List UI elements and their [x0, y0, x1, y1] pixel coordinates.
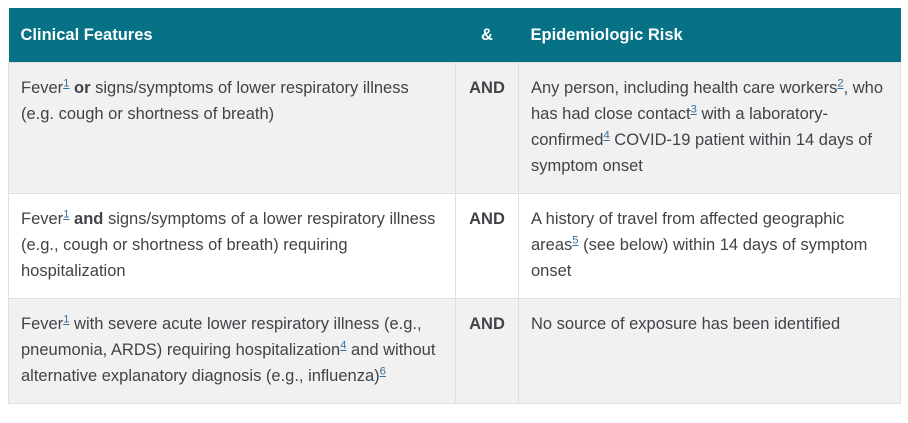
text-run: No source of exposure has been identifie… [531, 315, 841, 333]
text-run: , who has had close contact [531, 79, 884, 123]
page: Clinical Features & Epidemiologic Risk F… [8, 8, 901, 404]
col-header-ampersand: & [455, 8, 519, 63]
footnote-link-4[interactable]: 4 [603, 129, 610, 142]
footnote-superscript: 2 [837, 78, 843, 90]
footnote-link-3[interactable]: 3 [690, 103, 697, 116]
text-run: with a laboratory-confirmed [531, 105, 828, 149]
text-run: Fever [21, 315, 64, 333]
emphasized-text: or [74, 79, 91, 97]
footnote-link-1[interactable]: 1 [63, 208, 70, 221]
emphasized-text: and [74, 210, 104, 228]
clinical-features-cell: Fever1 and signs/symptoms of a lower res… [8, 193, 456, 299]
epidemiologic-risk-cell: Any person, including health care worker… [518, 62, 901, 194]
footnote-link-6[interactable]: 6 [379, 365, 386, 378]
footnote-link-4[interactable]: 4 [340, 339, 347, 352]
table-row: Fever1 with severe acute lower respirato… [8, 298, 901, 404]
text-run: with severe acute lower respiratory illn… [21, 315, 422, 359]
table-body: Fever1 or signs/symptoms of lower respir… [8, 62, 901, 404]
table-row: Fever1 or signs/symptoms of lower respir… [8, 62, 901, 194]
text-run: A history of travel from affected geogra… [531, 210, 845, 254]
footnote-link-2[interactable]: 2 [837, 77, 844, 90]
text-run: (see below) within 14 days of symptom on… [531, 236, 868, 280]
pui-criteria-table: Clinical Features & Epidemiologic Risk F… [8, 8, 901, 404]
clinical-features-cell: Fever1 with severe acute lower respirato… [8, 298, 456, 404]
text-run: and without alternative explanatory diag… [21, 341, 436, 385]
epidemiologic-risk-cell: No source of exposure has been identifie… [518, 298, 901, 404]
header-row: Clinical Features & Epidemiologic Risk [8, 8, 901, 63]
footnote-superscript: 1 [63, 314, 69, 326]
conjunction-cell: AND [455, 193, 519, 299]
text-run: Fever [21, 79, 64, 97]
text-run: signs/symptoms of a lower respiratory il… [21, 210, 436, 280]
footnote-link-1[interactable]: 1 [63, 313, 70, 326]
footnote-superscript: 6 [380, 366, 386, 378]
epidemiologic-risk-cell: A history of travel from affected geogra… [518, 193, 901, 299]
text-run: Fever [21, 210, 64, 228]
footnote-superscript: 3 [691, 104, 697, 116]
text-run: Any person, including health care worker… [531, 79, 838, 97]
footnote-superscript: 5 [572, 235, 578, 247]
conjunction-cell: AND [455, 62, 519, 194]
footnote-superscript: 4 [340, 340, 346, 352]
footnote-link-5[interactable]: 5 [572, 234, 579, 247]
footnote-superscript: 4 [603, 130, 609, 142]
col-header-epidemiologic-risk: Epidemiologic Risk [518, 8, 901, 63]
conjunction-cell: AND [455, 298, 519, 404]
clinical-features-cell: Fever1 or signs/symptoms of lower respir… [8, 62, 456, 194]
text-run: COVID-19 patient within 14 days of sympt… [531, 131, 873, 175]
footnote-superscript: 1 [63, 209, 69, 221]
table-row: Fever1 and signs/symptoms of a lower res… [8, 193, 901, 299]
footnote-superscript: 1 [63, 78, 69, 90]
text-run: signs/symptoms of lower respiratory illn… [21, 79, 409, 123]
table-header: Clinical Features & Epidemiologic Risk [8, 8, 901, 63]
col-header-clinical-features: Clinical Features [8, 8, 456, 63]
footnote-link-1[interactable]: 1 [63, 77, 70, 90]
